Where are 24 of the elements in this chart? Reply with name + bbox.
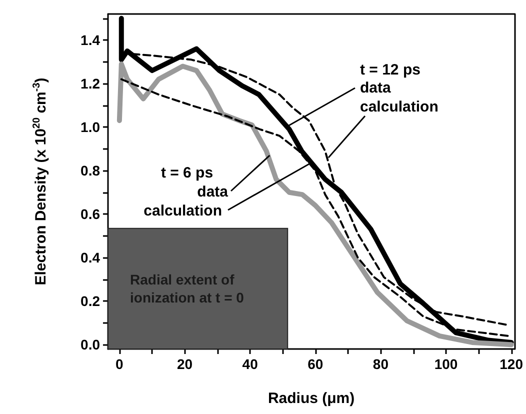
y-tick-label: 0.4	[80, 250, 100, 266]
x-tick-label: 100	[434, 356, 458, 372]
x-axis-title: Radius (μm)	[268, 390, 355, 407]
y-tick-label: 0.0	[80, 336, 100, 353]
x-tick-label: 20	[176, 356, 193, 372]
x-tick-label: 60	[308, 356, 324, 372]
annotation: data	[360, 80, 392, 96]
x-tick-label: 0	[116, 356, 124, 372]
y-tick-label: 0.8	[80, 162, 100, 179]
y-tick-label: 0.2	[80, 293, 100, 310]
y-axis-title: Electron Density (x 1020 cm-3)	[32, 78, 50, 286]
band-label: Radial extent of ionization at t = 0	[130, 272, 244, 306]
y-tick-label: 0.6	[80, 206, 100, 222]
x-tick-label: 40	[242, 356, 258, 372]
annotation: t = 6 ps	[160, 164, 214, 182]
y-tick-label: 1.2	[80, 76, 100, 92]
annotation: t = 12 ps	[360, 62, 420, 78]
annotation: calculation	[144, 202, 222, 220]
x-tick-label: 120	[500, 356, 524, 372]
annotation: calculation	[360, 98, 438, 116]
y-tick-label: 1.4	[80, 32, 100, 48]
y-tick-label: 1.0	[80, 119, 100, 136]
x-tick-label: 80	[372, 356, 389, 372]
annotation: data	[197, 184, 229, 200]
